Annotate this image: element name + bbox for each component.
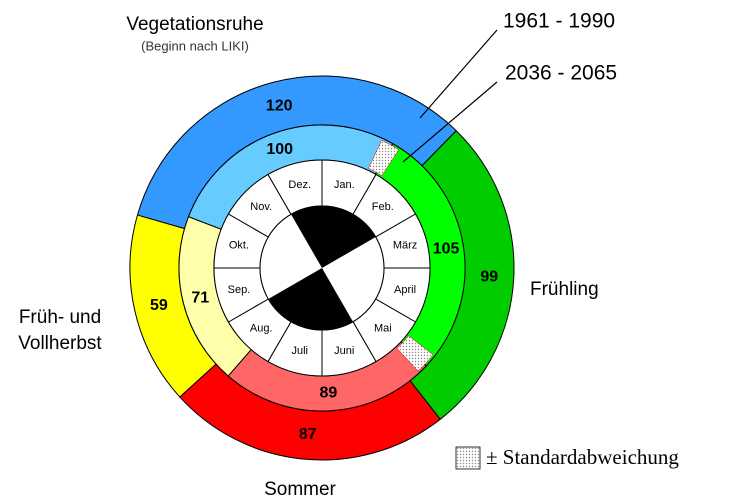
value-label: 120 [266,97,293,114]
month-label: Jan. [334,179,355,191]
month-label: März [393,240,417,252]
std-dev-patch [396,335,434,372]
month-label: Nov. [250,201,272,213]
series-name: 1961 - 1990 [503,10,615,33]
rings: 120 99 87 59 100 105 89 71 Jan. Feb. März April Mai J… [129,75,515,461]
value-label: 87 [299,426,317,443]
month-label: Juni [334,345,354,357]
month-label: Aug. [250,323,273,335]
legend-swatch [455,446,481,470]
category-label: Frühling [530,279,599,300]
month-label: Mai [374,323,392,335]
value-label: 99 [480,269,498,286]
value-label: 59 [150,297,168,314]
leader-line [402,81,498,163]
value-label: 89 [319,385,337,402]
month-label: Juli [291,345,308,357]
legend-label: ± Standardabweichung [486,445,679,469]
value-label: 100 [266,141,293,158]
value-label: 71 [191,290,209,307]
value-label: 105 [433,240,460,257]
center-quadrant [268,268,353,331]
month-label: April [394,284,416,296]
series-name: 2036 - 2065 [505,62,617,85]
center-quadrant [291,205,376,268]
std-dev-patch [368,139,400,177]
category-label: Sommer [264,479,336,500]
category-label: Früh- und Vollherbst [18,307,102,354]
month-label: Okt. [229,240,249,252]
month-label: Dez. [288,179,311,191]
category-label: Vegetationsruhe [126,14,263,35]
month-label: Feb. [372,201,394,213]
leader-line [419,29,498,119]
annotation: (Beginn nach LIKI) [141,38,249,53]
month-label: Sep. [228,284,251,296]
